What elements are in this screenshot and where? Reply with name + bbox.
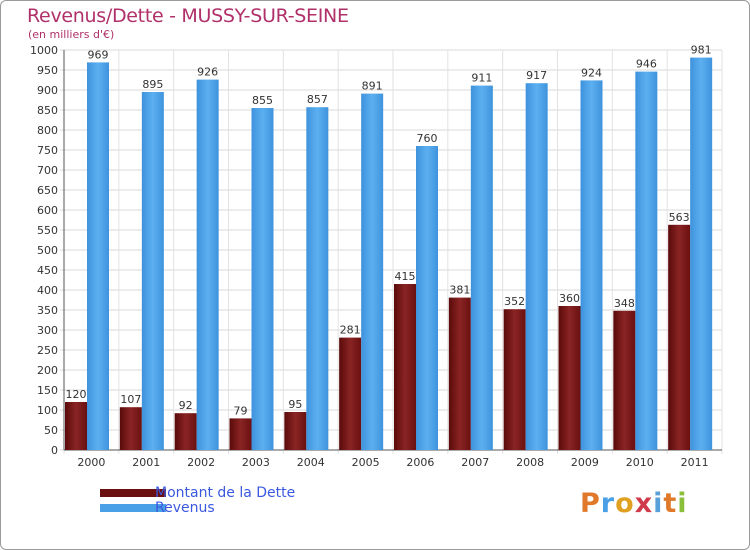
data-label-revenue: 857	[307, 93, 328, 106]
y-tick-label: 0	[51, 444, 58, 457]
chart-title: Revenus/Dette - MUSSY-SUR-SEINE	[27, 5, 349, 27]
bar-debt	[339, 337, 362, 450]
data-label-revenue: 855	[252, 94, 273, 107]
y-tick-label: 300	[37, 324, 58, 337]
bar-revenue	[470, 85, 493, 450]
data-label-debt: 563	[669, 211, 690, 224]
y-tick-label: 350	[37, 304, 58, 317]
x-tick-label: 2006	[406, 456, 434, 469]
bar-debt	[174, 413, 197, 450]
x-tick-label: 2007	[461, 456, 489, 469]
y-tick-label: 50	[44, 424, 58, 437]
bar-debt	[503, 309, 526, 450]
logo-letter: o	[615, 488, 635, 519]
bar-debt	[613, 310, 636, 450]
data-label-debt: 352	[504, 295, 525, 308]
legend-label-debt: Montant de la Dette	[155, 485, 296, 501]
bar-revenue	[251, 108, 274, 450]
y-tick-label: 950	[37, 64, 58, 77]
y-tick-label: 900	[37, 84, 58, 97]
bar-debt	[65, 402, 87, 450]
x-tick-label: 2009	[571, 456, 599, 469]
x-tick-label: 2010	[626, 456, 654, 469]
y-tick-label: 400	[37, 284, 58, 297]
data-label-revenue: 946	[636, 58, 657, 71]
logo-letter: i	[653, 488, 664, 519]
x-tick-label: 2002	[187, 456, 215, 469]
data-label-revenue: 760	[417, 132, 438, 145]
data-label-revenue: 926	[197, 66, 218, 79]
data-label-debt: 360	[559, 292, 580, 305]
bar-debt	[558, 306, 581, 450]
y-tick-label: 150	[37, 384, 58, 397]
data-label-debt: 348	[614, 297, 635, 310]
y-tick-label: 250	[37, 344, 58, 357]
bar-revenue	[141, 92, 164, 450]
legend-label-revenue: Revenus	[155, 500, 215, 516]
chart-subtitle: (en milliers d'€)	[28, 28, 115, 41]
bar-revenue	[690, 57, 713, 450]
bar-revenue	[635, 71, 658, 450]
x-tick-label: 2008	[516, 456, 544, 469]
logo-letter: i	[677, 488, 688, 519]
y-tick-label: 450	[37, 264, 58, 277]
data-label-debt: 79	[234, 404, 248, 417]
bar-debt	[394, 284, 416, 450]
y-tick-label: 550	[37, 224, 58, 237]
data-label-revenue: 895	[142, 78, 163, 91]
bar-revenue	[580, 80, 603, 451]
data-label-debt: 120	[66, 388, 87, 401]
y-tick-label: 700	[37, 164, 58, 177]
logo-letter: P	[580, 488, 601, 519]
y-tick-label: 800	[37, 124, 58, 137]
data-label-revenue: 924	[581, 66, 602, 79]
x-tick-label: 2000	[77, 456, 105, 469]
x-tick-label: 2011	[681, 456, 709, 469]
data-label-debt: 107	[120, 393, 141, 406]
y-tick-label: 500	[37, 244, 58, 257]
data-label-revenue: 969	[88, 48, 109, 61]
bar-debt	[229, 418, 252, 450]
y-tick-label: 1000	[30, 44, 58, 57]
y-tick-label: 750	[37, 144, 58, 157]
data-label-revenue: 981	[691, 44, 712, 57]
y-tick-label: 200	[37, 364, 58, 377]
logo-letter: r	[600, 488, 616, 519]
logo-letter: t	[663, 488, 678, 519]
bar-debt	[668, 224, 691, 450]
bar-debt	[448, 297, 471, 450]
x-tick-label: 2004	[297, 456, 325, 469]
data-label-debt: 281	[340, 324, 361, 337]
y-tick-label: 100	[37, 404, 58, 417]
bar-debt	[119, 407, 142, 450]
bar-revenue	[196, 79, 219, 450]
data-label-revenue: 911	[471, 72, 492, 85]
data-label-debt: 92	[179, 399, 193, 412]
legend-swatch-revenue	[100, 504, 166, 512]
bar-debt	[284, 412, 307, 450]
proxiti-logo: Proxiti	[580, 488, 688, 519]
y-tick-label: 650	[37, 184, 58, 197]
logo-letter: x	[634, 488, 654, 519]
x-tick-label: 2005	[352, 456, 380, 469]
x-tick-label: 2003	[242, 456, 270, 469]
data-label-revenue: 891	[362, 80, 383, 93]
bar-revenue	[306, 107, 329, 450]
data-label-debt: 381	[449, 284, 470, 297]
legend-swatch-debt	[100, 489, 166, 497]
bar-revenue	[525, 83, 548, 450]
bar-revenue	[361, 93, 384, 450]
bar-revenue	[87, 62, 109, 451]
bar-revenue	[416, 146, 438, 450]
x-tick-label: 2001	[132, 456, 160, 469]
data-label-revenue: 917	[526, 69, 547, 82]
y-tick-label: 600	[37, 204, 58, 217]
data-label-debt: 95	[288, 398, 302, 411]
data-label-debt: 415	[395, 270, 416, 283]
y-tick-label: 850	[37, 104, 58, 117]
